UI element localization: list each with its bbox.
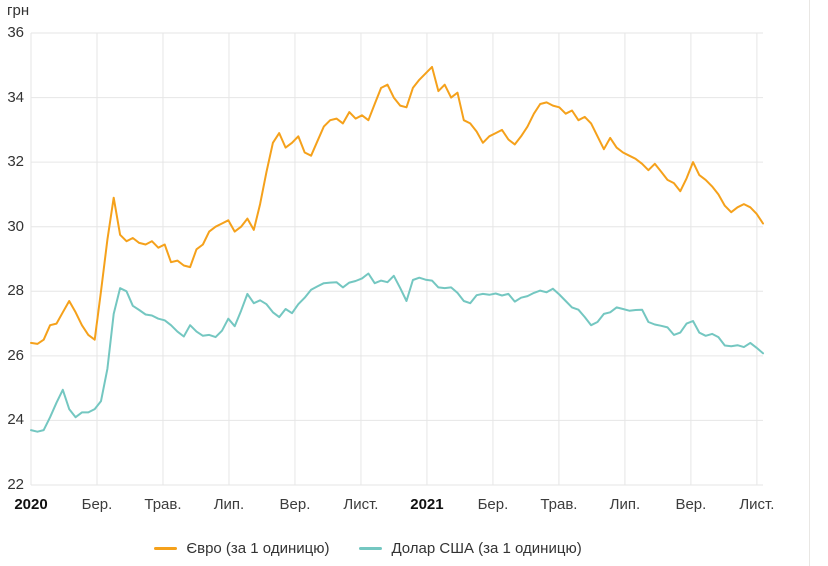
x-tick-label: Вер. xyxy=(279,496,311,513)
x-tick-label: Лип. xyxy=(213,496,245,513)
x-tick-label: Вер. xyxy=(675,496,707,513)
y-tick-label: 36 xyxy=(7,24,24,41)
y-tick-label: 32 xyxy=(7,153,24,171)
eur-line xyxy=(30,65,764,345)
eur-line-marker-icon xyxy=(154,546,178,550)
x-tick-label: Лист. xyxy=(739,496,775,513)
x-tick-label: Бер. xyxy=(477,496,509,513)
y-tick-label: 28 xyxy=(7,282,24,300)
x-tick-label: Бер. xyxy=(81,496,113,513)
legend-label-eur: Євро (за 1 одиницю) xyxy=(186,539,330,557)
legend-item-eur[interactable]: Євро (за 1 одиницю) xyxy=(154,540,329,557)
y-tick-label: 34 xyxy=(7,88,24,106)
x-tick-label: Трав. xyxy=(144,496,182,513)
y-tick-label: 24 xyxy=(7,411,24,429)
x-tick-label: Лип. xyxy=(609,496,641,513)
legend-item-usd[interactable]: Долар США (за 1 одиницю) xyxy=(359,539,582,557)
x-tick-label: 2020 xyxy=(14,496,48,513)
y-tick-label: 30 xyxy=(7,217,24,235)
y-tick-label: 26 xyxy=(7,346,24,364)
y-axis-title: грн xyxy=(7,2,30,19)
y-tick-label: 22 xyxy=(7,476,24,493)
usd-line-marker-icon xyxy=(359,546,383,550)
page-background-strip xyxy=(809,0,828,566)
legend-label-usd: Долар США (за 1 одиницю) xyxy=(391,539,582,557)
x-tick-label: Лист. xyxy=(343,496,379,513)
chart-legend: Євро (за 1 одиницю) Долар США (за 1 один… xyxy=(0,536,736,560)
x-tick-label: Трав. xyxy=(540,496,578,513)
usd-line xyxy=(30,272,764,433)
x-tick-label: 2021 xyxy=(410,496,444,513)
